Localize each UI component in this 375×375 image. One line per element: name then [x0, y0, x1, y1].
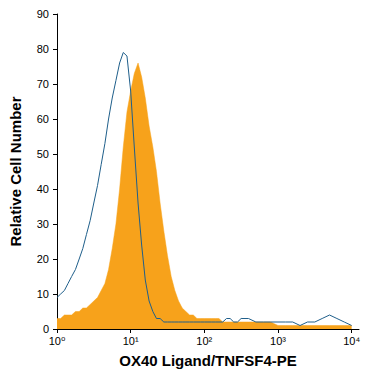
svg-text:Relative Cell Number: Relative Cell Number	[7, 96, 24, 246]
svg-text:20: 20	[37, 253, 49, 265]
svg-text:90: 90	[37, 8, 49, 20]
svg-text:OX40 Ligand/TNFSF4-PE: OX40 Ligand/TNFSF4-PE	[119, 352, 297, 369]
svg-text:10⁴: 10⁴	[343, 335, 360, 347]
svg-text:30: 30	[37, 218, 49, 230]
svg-text:40: 40	[37, 183, 49, 195]
svg-text:80: 80	[37, 43, 49, 55]
svg-text:10³: 10³	[270, 335, 286, 347]
svg-text:10¹: 10¹	[123, 335, 139, 347]
svg-text:70: 70	[37, 78, 49, 90]
svg-text:10: 10	[37, 288, 49, 300]
svg-text:10²: 10²	[196, 335, 212, 347]
svg-text:10⁰: 10⁰	[49, 335, 66, 347]
svg-text:0: 0	[43, 323, 49, 335]
svg-text:60: 60	[37, 113, 49, 125]
svg-text:50: 50	[37, 148, 49, 160]
